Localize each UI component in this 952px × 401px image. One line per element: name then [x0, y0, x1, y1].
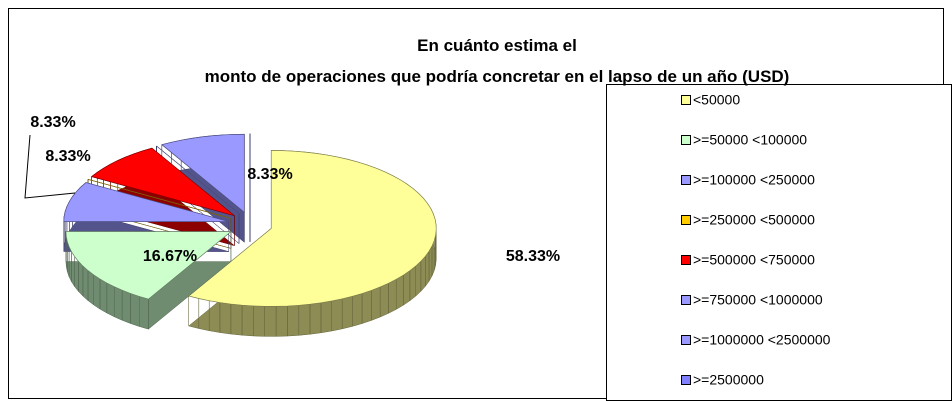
legend-label: >=1000000 <2500000 — [693, 332, 831, 348]
slice-top — [65, 231, 232, 300]
legend-label: >=50000 <100000 — [693, 132, 807, 148]
legend-box — [606, 84, 952, 401]
slice — [65, 231, 232, 330]
data-label: 16.67% — [143, 248, 197, 265]
slice — [187, 150, 437, 337]
legend-swatch — [681, 255, 691, 265]
slice-top — [161, 133, 245, 213]
legend-label: <50000 — [693, 92, 740, 108]
slice-top — [187, 150, 437, 307]
legend-label: >=250000 <500000 — [693, 212, 815, 228]
data-label: 8.33% — [45, 148, 90, 165]
legend-swatch — [681, 335, 691, 345]
chart-title: En cuánto estima el monto de operaciones … — [205, 36, 790, 86]
leader-line — [24, 134, 76, 199]
legend-swatch — [681, 95, 691, 105]
legend-label: >=500000 <750000 — [693, 252, 815, 268]
legend-label: >=100000 <250000 — [693, 172, 815, 188]
legend-label: >=2500000 — [693, 372, 764, 388]
data-label: 58.33% — [506, 248, 560, 265]
legend-swatch — [681, 295, 691, 305]
data-label: 8.33% — [247, 166, 292, 183]
legend-swatch — [681, 135, 691, 145]
legend-swatch — [681, 175, 691, 185]
data-label: 8.33% — [30, 114, 75, 131]
slice — [161, 133, 245, 243]
slice-top — [90, 147, 235, 217]
legend-swatch — [681, 215, 691, 225]
slice-top — [63, 182, 229, 222]
pie — [63, 133, 437, 337]
legend-swatch — [681, 375, 691, 385]
legend: <50000 >=50000 <100000 >=100000 <250000 >=2… — [681, 92, 831, 388]
legend-label: >=750000 <1000000 — [693, 292, 823, 308]
